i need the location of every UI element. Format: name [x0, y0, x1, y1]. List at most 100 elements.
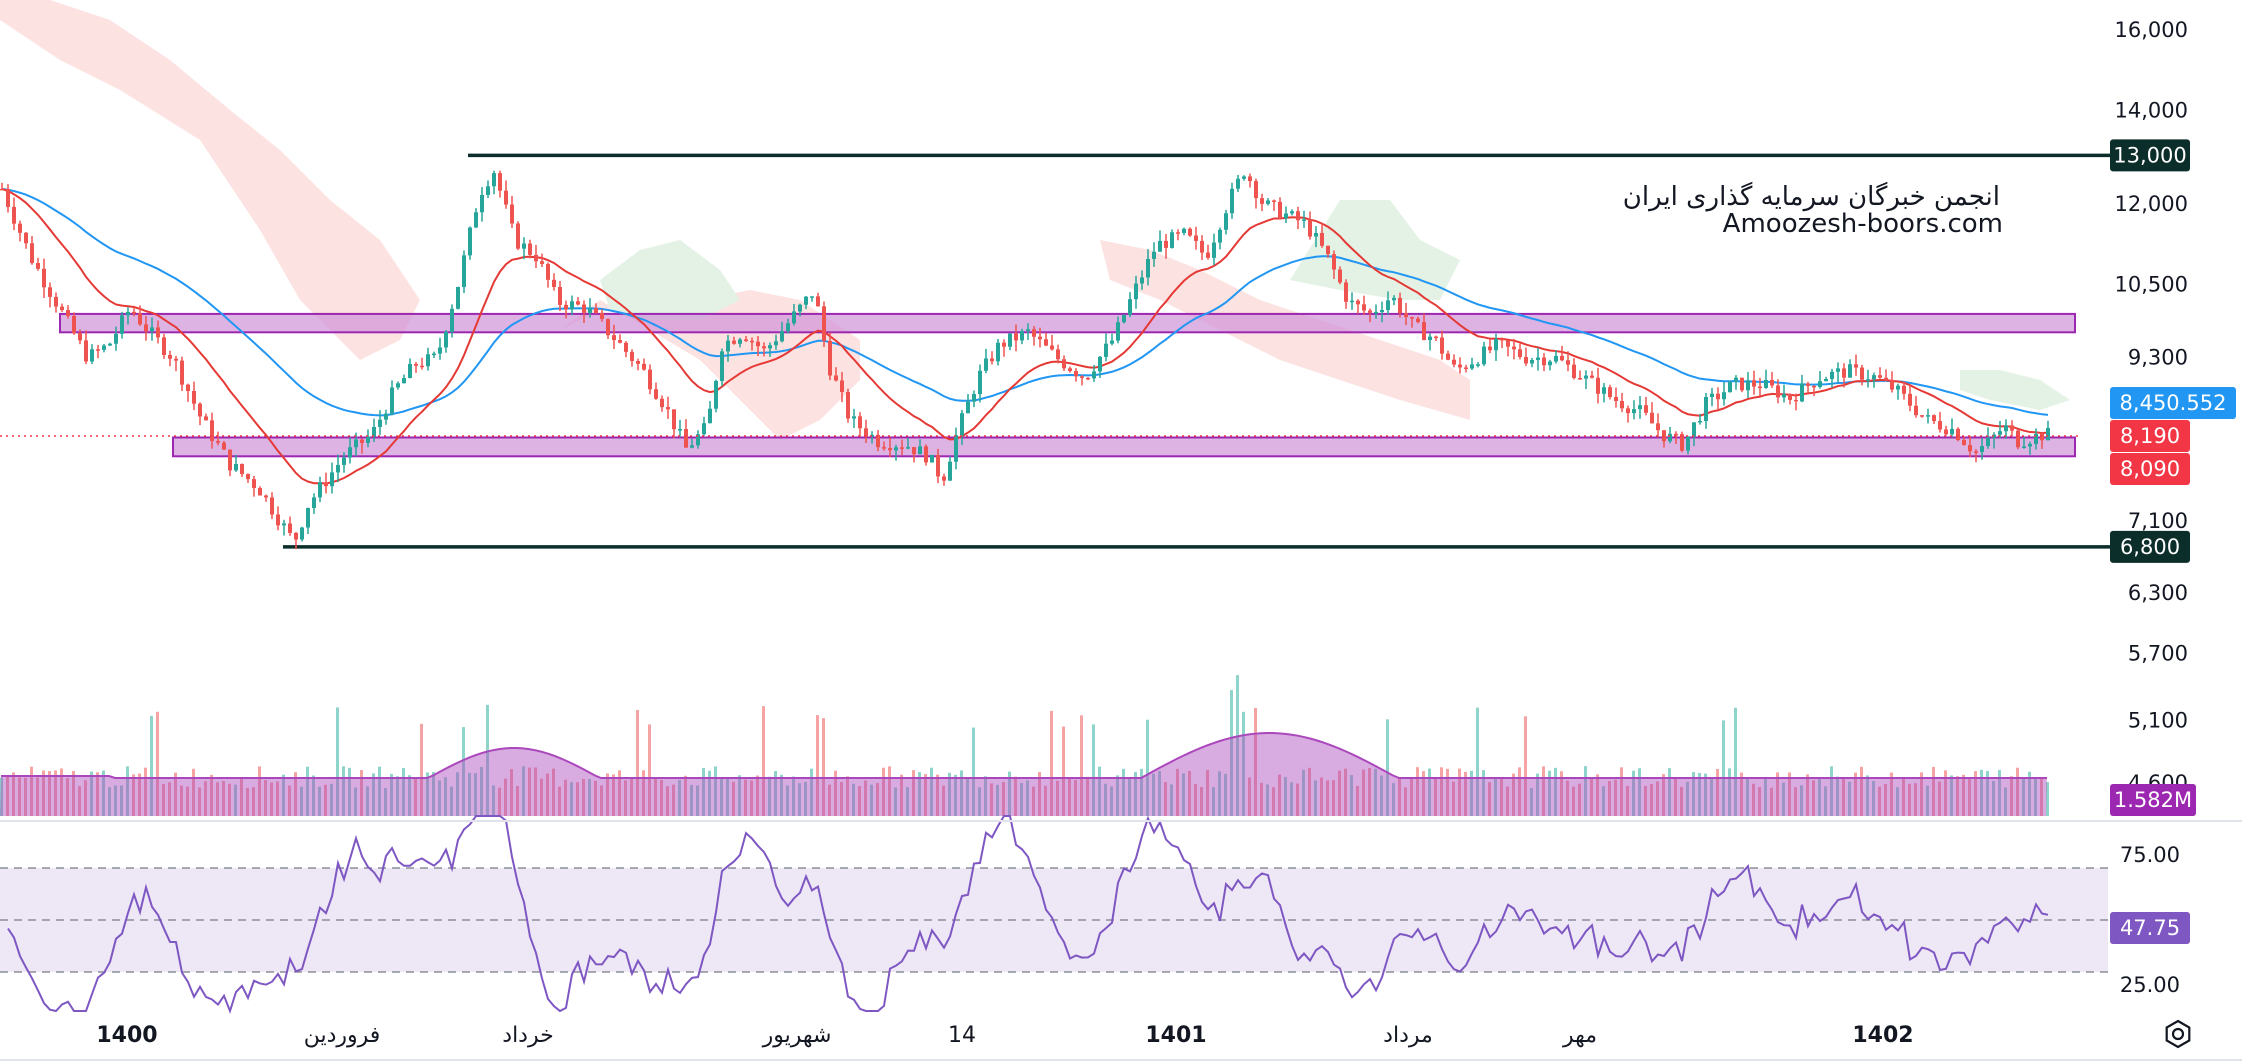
volume-bar — [1896, 787, 1899, 816]
candle-body — [1974, 451, 1978, 453]
candle-body — [888, 448, 892, 451]
candle-body — [366, 436, 370, 443]
candle-body — [1362, 304, 1366, 311]
volume-bar — [600, 785, 603, 816]
volume-bar — [930, 767, 933, 816]
volume-bar — [468, 772, 471, 816]
volume-bar — [372, 773, 375, 816]
candle-body — [72, 316, 76, 334]
volume-bar — [702, 768, 705, 816]
price-tick-label: 5,100 — [2128, 709, 2188, 733]
volume-bar — [744, 779, 747, 816]
candle-body — [1050, 345, 1054, 350]
volume-bar — [1836, 776, 1839, 816]
candle-body — [1548, 361, 1552, 366]
volume-bar — [1248, 777, 1251, 816]
candle-body — [1782, 394, 1786, 398]
candle-body — [2040, 433, 2044, 441]
volume-bar — [1176, 768, 1179, 816]
volume-bar — [1416, 767, 1419, 816]
volume-bar — [1050, 710, 1053, 816]
volume-bar — [1362, 769, 1365, 816]
volume-bar — [1080, 715, 1083, 816]
candle-body — [1590, 375, 1594, 378]
candle-body — [1596, 377, 1600, 394]
volume-bar — [282, 774, 285, 816]
settings-gear-icon[interactable] — [2165, 1019, 2191, 1049]
volume-bar — [738, 775, 741, 816]
candle-body — [1230, 188, 1234, 214]
price-tag-2-bg — [2110, 420, 2190, 452]
volume-bar — [684, 775, 687, 816]
candle-body — [1626, 408, 1630, 414]
volume-bar — [1950, 775, 1953, 816]
price-zone-1 — [59, 312, 2076, 334]
volume-bar — [1938, 781, 1941, 816]
candle-body — [918, 446, 922, 455]
candle-body — [558, 287, 562, 305]
time-label: شهریور — [762, 1023, 832, 1048]
candle-body — [390, 387, 394, 414]
volume-bar — [1662, 774, 1665, 816]
candle-body — [1026, 329, 1030, 332]
volume-bar — [204, 781, 207, 816]
candle-body — [216, 440, 220, 443]
candle-body — [1614, 397, 1618, 402]
price-axis[interactable]: 16,000 14,000 12,000 10,500 9,300 7,100 6,300 5… — [2115, 18, 2188, 997]
volume-bar — [1458, 768, 1461, 816]
volume-bar — [2022, 777, 2025, 816]
volume-bar — [1056, 780, 1059, 816]
time-axis[interactable]: 1400 فروردین خرداد شهریور 14 1401 مرداد مهر 1402 — [96, 1023, 1913, 1048]
volume-bar — [222, 780, 225, 816]
candle-body — [1746, 380, 1750, 391]
candle-body — [1968, 445, 1972, 452]
candle-body — [1722, 392, 1726, 400]
candle-body — [1668, 433, 1672, 442]
candle-body — [1602, 387, 1606, 394]
volume-bar — [426, 772, 429, 816]
volume-bar — [1770, 787, 1773, 816]
candle-body — [306, 507, 310, 528]
candle-body — [186, 384, 190, 391]
candle-body — [1866, 379, 1870, 381]
volume-bar — [990, 783, 993, 816]
volume-bar — [942, 785, 945, 816]
volume-bar — [402, 767, 405, 816]
candle-body — [1890, 379, 1894, 390]
volume-bar — [444, 777, 447, 816]
volume-bar — [1842, 778, 1845, 816]
volume-bar — [390, 773, 393, 816]
volume-bar — [1902, 778, 1905, 816]
volume-bar — [1014, 776, 1017, 816]
candle-body — [732, 340, 736, 344]
volume-bar — [156, 711, 159, 816]
volume-bar — [1494, 779, 1497, 816]
candle-body — [876, 434, 880, 448]
volume-bar — [1230, 689, 1233, 816]
candle-body — [498, 173, 502, 191]
watermark-title: انجمن خبرگان سرمایه گذاری ایران — [1623, 181, 2000, 212]
volume-bar — [810, 768, 813, 816]
candle-body — [396, 383, 400, 388]
time-label: 1400 — [96, 1023, 157, 1048]
volume-bar — [888, 766, 891, 816]
volume-bar — [570, 782, 573, 816]
volume-bar — [1584, 766, 1587, 816]
candle-body — [1368, 310, 1372, 313]
support-resistance-zones — [59, 312, 2076, 458]
candle-body — [1290, 211, 1294, 214]
volume-bar — [1320, 777, 1323, 816]
volume-bar — [756, 775, 759, 816]
volume-bar — [300, 786, 303, 816]
candle-body — [492, 173, 496, 187]
volume-bar — [264, 779, 267, 816]
level-tag-2-bg — [2110, 530, 2190, 563]
candle-body — [1116, 322, 1120, 341]
candle-body — [744, 339, 748, 341]
candle-body — [1086, 377, 1090, 380]
candle-body — [624, 342, 628, 352]
time-label: 1401 — [1145, 1023, 1206, 1048]
time-label: مرداد — [1383, 1023, 1433, 1048]
candle-body — [1506, 340, 1510, 347]
